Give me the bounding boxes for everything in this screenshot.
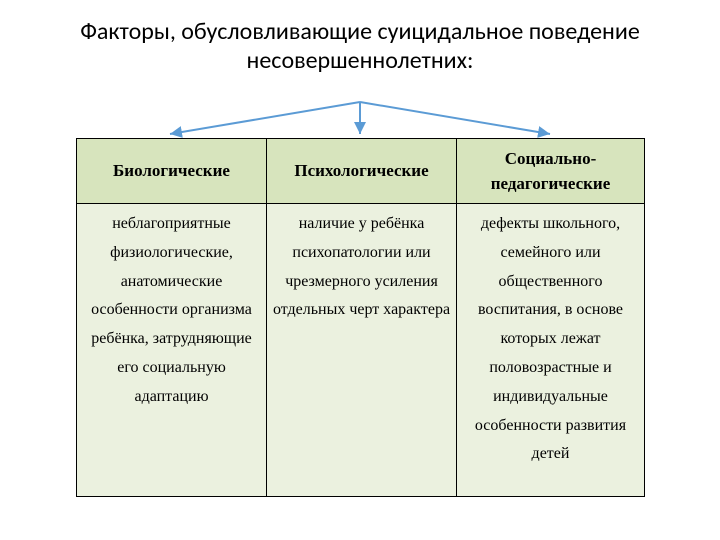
col-header-biological: Биологические bbox=[77, 139, 267, 204]
factors-table: Биологические Психологические Социально-… bbox=[76, 138, 645, 497]
arrow-right bbox=[360, 102, 550, 134]
arrow-left bbox=[170, 102, 360, 134]
slide: Факторы, обусловливающие суицидальное по… bbox=[0, 0, 720, 540]
cell-psychological: наличие у ребёнка психопатологии или чре… bbox=[267, 204, 457, 497]
slide-title: Факторы, обусловливающие суицидальное по… bbox=[0, 18, 720, 76]
table-row: неблагоприятные физиологические, анатоми… bbox=[77, 204, 645, 497]
arrows-svg bbox=[0, 100, 720, 140]
col-header-social: Социально-педагогические bbox=[457, 139, 645, 204]
cell-biological: неблагоприятные физиологические, анатоми… bbox=[77, 204, 267, 497]
col-header-psychological: Психологические bbox=[267, 139, 457, 204]
table-header-row: Биологические Психологические Социально-… bbox=[77, 139, 645, 204]
cell-social: дефекты школьного, семейного или обществ… bbox=[457, 204, 645, 497]
